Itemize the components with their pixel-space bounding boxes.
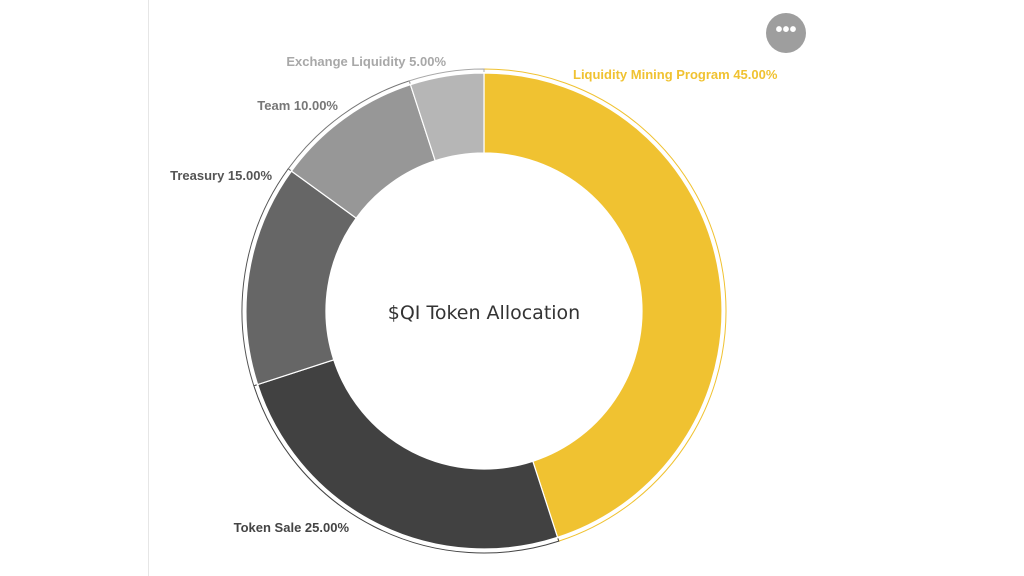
slice-label-team: Team 10.00% [257,98,338,113]
connector-team [287,80,411,171]
slice-token-sale[interactable] [256,359,559,550]
connector-treasury [241,168,291,387]
slice-liquidity-mining-program[interactable] [483,72,723,539]
more-options-button[interactable]: ••• [766,13,806,53]
chart-title: $QI Token Allocation [388,302,580,324]
slice-label-exchange-liquidity: Exchange Liquidity 5.00% [286,54,446,69]
slice-label-token-sale: Token Sale 25.00% [234,520,350,535]
connector-exchange-liquidity [408,68,485,84]
slices-layer [245,72,723,550]
connector-liquidity-mining-program [483,68,727,542]
more-horizontal-icon: ••• [775,19,797,41]
labels-layer: Liquidity Mining Program 45.00% Token Sal… [170,54,778,535]
connector-token-sale [253,384,560,554]
connectors-layer [241,68,727,554]
slice-label-treasury: Treasury 15.00% [170,168,272,183]
slice-exchange-liquidity[interactable] [409,72,485,162]
slice-label-liquidity-mining-program: Liquidity Mining Program 45.00% [573,67,778,82]
